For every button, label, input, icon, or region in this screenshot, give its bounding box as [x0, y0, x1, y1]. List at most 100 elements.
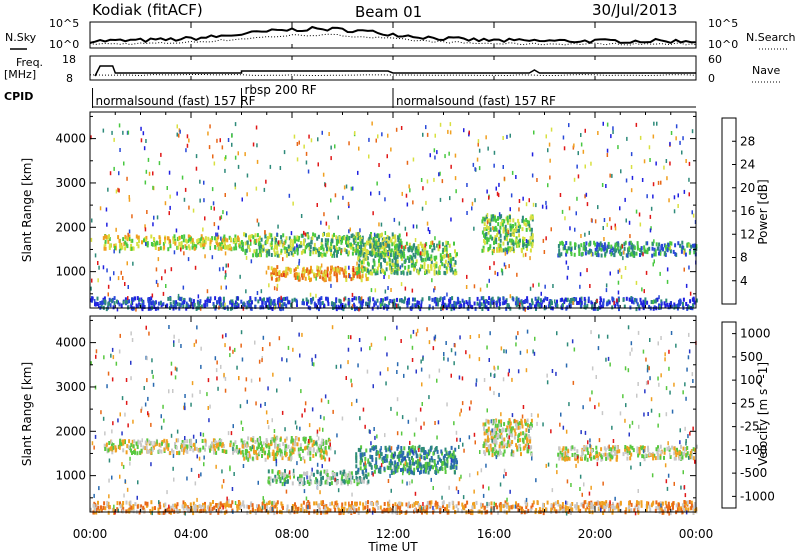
echo-cell: [274, 267, 277, 272]
echo-cell: [352, 504, 355, 509]
echo-cell: [579, 508, 582, 513]
echo-cell: [309, 252, 312, 257]
echo-cell: [472, 162, 475, 167]
echo-cell: [122, 130, 124, 135]
echo-cell: [428, 269, 431, 274]
echo-cell: [332, 471, 334, 476]
echo-cell: [493, 249, 495, 254]
echo-cell: [130, 303, 133, 308]
echo-cell: [403, 271, 405, 276]
echo-cell: [388, 250, 391, 255]
echo-cell: [400, 458, 403, 463]
echo-cell: [580, 142, 583, 147]
echo-cell: [425, 200, 427, 205]
echo-cell: [486, 435, 489, 440]
echo-cell: [554, 302, 557, 307]
echo-cell: [251, 306, 253, 311]
echo-cell: [495, 237, 498, 242]
echo-cell: [282, 297, 285, 302]
echo-cell: [384, 231, 387, 235]
echo-cell: [237, 235, 239, 240]
echo-cell: [530, 227, 533, 232]
echo-cell: [333, 253, 336, 258]
echo-cell: [323, 278, 326, 283]
echo-cell: [429, 244, 431, 249]
echo-cell: [315, 250, 317, 255]
echo-cell: [345, 184, 348, 189]
echo-cell: [479, 287, 482, 292]
echo-cell: [601, 455, 603, 460]
echo-cell: [374, 241, 377, 246]
echo-cell: [265, 444, 268, 449]
echo-cell: [424, 269, 427, 274]
echo-cell: [683, 250, 685, 255]
echo-cell: [320, 270, 323, 275]
echo-cell: [315, 477, 317, 482]
echo-cell: [396, 254, 399, 259]
echo-cell: [267, 443, 270, 448]
echo-cell: [491, 453, 494, 458]
echo-cell: [188, 237, 191, 242]
echo-cell: [691, 243, 694, 248]
echo-cell: [611, 455, 614, 460]
echo-cell: [599, 296, 602, 301]
echo-cell: [140, 297, 143, 302]
echo-cell: [492, 447, 495, 452]
echo-cell: [200, 236, 203, 241]
echo-cell: [102, 265, 105, 270]
echo-cell: [357, 241, 360, 246]
echo-cell: [318, 272, 321, 277]
echo-cell: [609, 173, 611, 178]
echo-cell: [289, 449, 292, 454]
echo-cell: [169, 205, 171, 210]
echo-cell: [524, 418, 526, 423]
echo-cell: [106, 222, 108, 227]
echo-cell: [330, 283, 332, 288]
echo-cell: [622, 452, 625, 457]
echo-cell: [532, 500, 535, 505]
echo-cell: [668, 302, 671, 307]
echo-cell: [333, 267, 336, 272]
echo-cell: [130, 246, 133, 251]
echo-cell: [318, 448, 321, 453]
echo-cell: [667, 242, 670, 247]
echo-cell: [448, 151, 450, 156]
echo-cell: [367, 276, 370, 281]
echo-cell: [561, 303, 564, 307]
echo-cell: [563, 146, 566, 151]
echo-cell: [375, 251, 378, 256]
echo-cell: [282, 243, 285, 248]
echo-cell: [658, 303, 660, 308]
echo-cell: [410, 469, 413, 474]
echo-cell: [246, 504, 249, 509]
echo-cell: [284, 296, 287, 301]
echo-cell: [538, 304, 541, 309]
echo-cell: [374, 288, 377, 293]
echo-cell: [557, 244, 560, 248]
echo-cell: [651, 253, 654, 258]
echo-cell: [617, 145, 619, 150]
echo-cell: [102, 128, 105, 133]
echo-cell: [245, 455, 248, 460]
echo-cell: [148, 301, 151, 306]
echo-cell: [544, 296, 547, 301]
echo-cell: [412, 297, 414, 302]
echo-cell: [410, 263, 413, 268]
echo-cell: [345, 275, 348, 280]
echo-cell: [405, 502, 408, 507]
echo-cell: [447, 303, 450, 308]
echo-cell: [178, 235, 181, 240]
echo-cell: [673, 446, 676, 451]
echo-cell: [110, 446, 113, 450]
echo-cell: [429, 256, 432, 261]
echo-cell: [175, 445, 178, 450]
echo-cell: [603, 446, 606, 451]
echo-cell: [526, 446, 528, 451]
echo-cell: [183, 443, 186, 448]
echo-cell: [135, 234, 138, 239]
echo-cell: [113, 271, 115, 276]
echo-cell: [504, 500, 507, 505]
echo-cell: [499, 451, 502, 455]
echo-cell: [424, 257, 427, 262]
echo-cell: [506, 215, 509, 220]
